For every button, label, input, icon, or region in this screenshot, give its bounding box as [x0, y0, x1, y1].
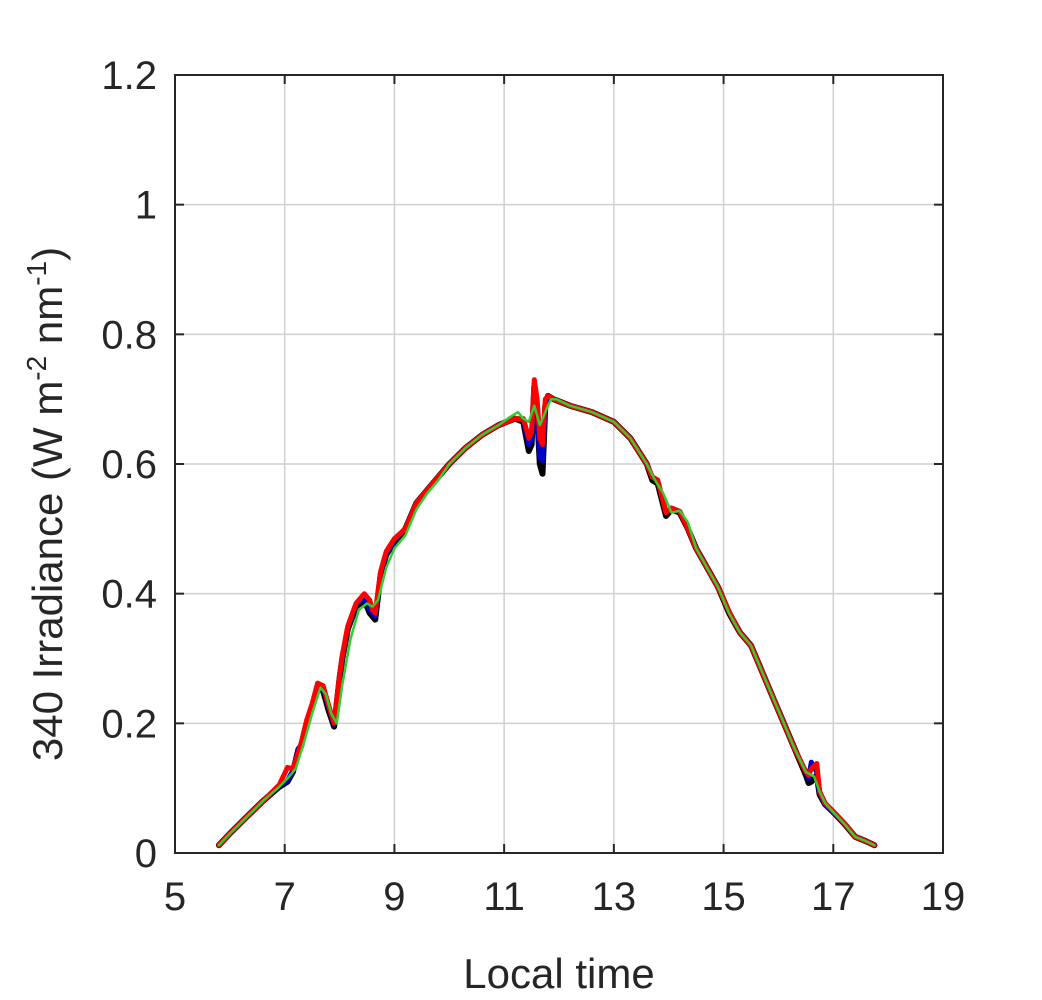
series-layer	[215, 377, 878, 849]
y-tick-label: 0.8	[101, 313, 157, 357]
y-axis-label-superscript: -1	[21, 261, 52, 286]
y-tick-label: 0.2	[101, 702, 157, 746]
x-tick-label: 7	[274, 875, 296, 919]
x-tick-label: 15	[701, 875, 746, 919]
x-tick-label: 17	[811, 875, 856, 919]
y-axis-label-text: 340 Irradiance (W m	[24, 381, 71, 761]
grid-layer	[175, 75, 943, 853]
y-tick-label: 0.4	[101, 573, 157, 617]
y-tick-label: 1	[135, 184, 157, 228]
y-axis-label-text: nm	[24, 286, 71, 356]
series-line-4	[217, 397, 876, 847]
series-line-1	[215, 383, 878, 849]
series-line-3	[216, 377, 877, 848]
y-axis-label: 340 Irradiance (W m-2 nm-1)	[21, 247, 71, 761]
y-axis-label-text: )	[24, 247, 71, 261]
y-tick-label: 1.2	[101, 54, 157, 98]
x-tick-label: 19	[921, 875, 966, 919]
x-tick-label: 9	[383, 875, 405, 919]
y-tick-label: 0.6	[101, 443, 157, 487]
x-tick-label: 5	[164, 875, 186, 919]
x-axis-label: Local time	[463, 950, 654, 997]
ticks-layer: 5 7 9 11 13 15 17 19 0 0.2 0.4 0.6 0.8 1 1.2	[101, 54, 965, 919]
x-tick-label: 13	[592, 875, 637, 919]
y-tick-label: 0	[135, 832, 157, 876]
y-axis-label-superscript: -2	[21, 356, 52, 381]
x-tick-label: 11	[483, 875, 525, 919]
